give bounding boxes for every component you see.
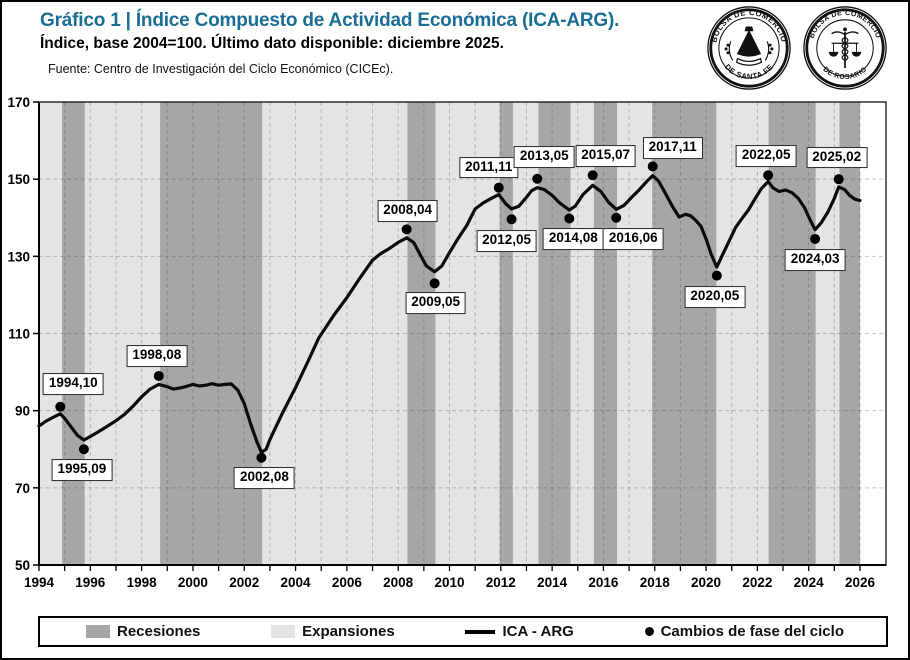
phase-label: 2017,11 (642, 136, 703, 159)
phase-change-marker (532, 173, 543, 184)
phase-label: 2002,08 (234, 467, 295, 490)
phase-label: 1995,09 (51, 459, 113, 482)
legend-label: Cambios de fase del ciclo (660, 623, 844, 640)
recession-band (652, 102, 717, 565)
phase-change-marker (711, 270, 722, 281)
phase-change-marker (401, 224, 412, 235)
recession-swatch-icon (86, 625, 110, 638)
y-tick-label: 130 (7, 249, 30, 264)
x-tick-label: 2026 (845, 575, 876, 590)
phase-label: 2013,05 (513, 146, 575, 169)
phase-change-marker (810, 233, 821, 244)
x-tick-label: 2006 (332, 575, 363, 590)
phase-label: 2009,05 (405, 292, 467, 315)
dot-sample-icon (644, 627, 654, 636)
phase-label: 2015,07 (575, 145, 637, 167)
phase-change-marker (833, 174, 844, 185)
x-tick-label: 1994 (24, 575, 55, 590)
bolsa-comercio-rosario-logo: BOLSA DE COMERCIO DE ROSARIO (803, 6, 887, 90)
phase-label: 2008,04 (377, 199, 439, 222)
phase-label: 2014,08 (542, 228, 604, 251)
legend-item-phase-changes: Cambios de fase del ciclo (644, 623, 844, 640)
phase-change-marker (78, 444, 89, 455)
page-title: Gráfico 1 | Índice Compuesto de Activida… (40, 10, 620, 31)
phase-change-marker (647, 161, 658, 172)
x-tick-label: 2004 (281, 575, 312, 590)
y-tick-label: 90 (15, 404, 30, 419)
legend-item-ica-arg: ICA - ARG (465, 623, 574, 640)
phase-change-marker (564, 213, 575, 224)
phase-label: 2025,02 (806, 146, 868, 169)
legend-label: Recesiones (117, 623, 201, 640)
x-tick-label: 2016 (588, 575, 619, 590)
source-note: Fuente: Centro de Investigación del Cicl… (48, 62, 394, 76)
x-tick-label: 2008 (383, 575, 414, 590)
phase-change-marker (429, 278, 440, 289)
chart-legend: Recesiones Expansiones ICA - ARG Cambios… (38, 616, 888, 647)
y-tick-label: 50 (15, 558, 30, 573)
line-sample-icon (465, 629, 496, 634)
phase-label: 2020,05 (684, 286, 746, 309)
recession-band (407, 102, 436, 565)
legend-label: ICA - ARG (502, 623, 574, 640)
phase-change-marker (493, 182, 504, 193)
legend-item-recessions: Recesiones (86, 623, 200, 640)
grain-sack-emblem (724, 26, 774, 66)
phase-label: 2016,06 (602, 228, 664, 251)
legend-item-expansions: Expansiones (271, 623, 395, 640)
x-tick-label: 2012 (486, 575, 516, 590)
phase-label: 1994,10 (42, 372, 104, 395)
phase-label: 2012,05 (476, 229, 537, 252)
y-tick-label: 150 (7, 172, 30, 187)
logos: BOLSA DE COMERCIO DE SANTA FE (706, 5, 888, 91)
y-tick-label: 110 (8, 327, 30, 342)
phase-change-marker (763, 170, 774, 181)
phase-label: 1998,08 (126, 344, 188, 367)
ica-arg-line (37, 174, 862, 454)
x-tick-label: 2002 (229, 575, 259, 590)
legend-label: Expansiones (302, 623, 395, 640)
x-tick-label: 1998 (127, 575, 158, 590)
phase-change-marker (55, 401, 66, 412)
recession-band (768, 102, 816, 565)
x-tick-label: 2020 (691, 575, 721, 590)
phase-change-marker (153, 370, 164, 381)
phase-label: 2011,11 (459, 156, 519, 179)
x-tick-label: 2010 (434, 575, 464, 590)
y-tick-label: 170 (7, 95, 30, 110)
x-tick-label: 2022 (742, 575, 772, 590)
chart-subtitle: Índice, base 2004=100. Último dato dispo… (40, 35, 504, 52)
phase-label: 2024,03 (784, 249, 846, 272)
phase-change-marker (506, 214, 517, 225)
x-tick-label: 2018 (640, 575, 671, 590)
expansion-swatch-icon (271, 625, 296, 638)
header: Gráfico 1 | Índice Compuesto de Activida… (40, 10, 690, 76)
y-tick-label: 70 (15, 481, 30, 496)
recession-band (839, 102, 860, 565)
x-tick-label: 2024 (794, 575, 825, 590)
bolsa-comercio-santa-fe-logo: BOLSA DE COMERCIO DE SANTA FE (707, 6, 791, 90)
x-tick-label: 1996 (75, 575, 106, 590)
recession-band (593, 102, 618, 565)
caduceus-scales-emblem (828, 27, 862, 69)
recession-band (538, 102, 571, 565)
phase-change-marker (611, 212, 622, 223)
phase-change-marker (587, 170, 598, 181)
phase-change-marker (256, 452, 267, 463)
x-tick-label: 2014 (537, 575, 568, 590)
phase-label: 2022,05 (735, 145, 797, 167)
x-tick-label: 2000 (178, 575, 208, 590)
